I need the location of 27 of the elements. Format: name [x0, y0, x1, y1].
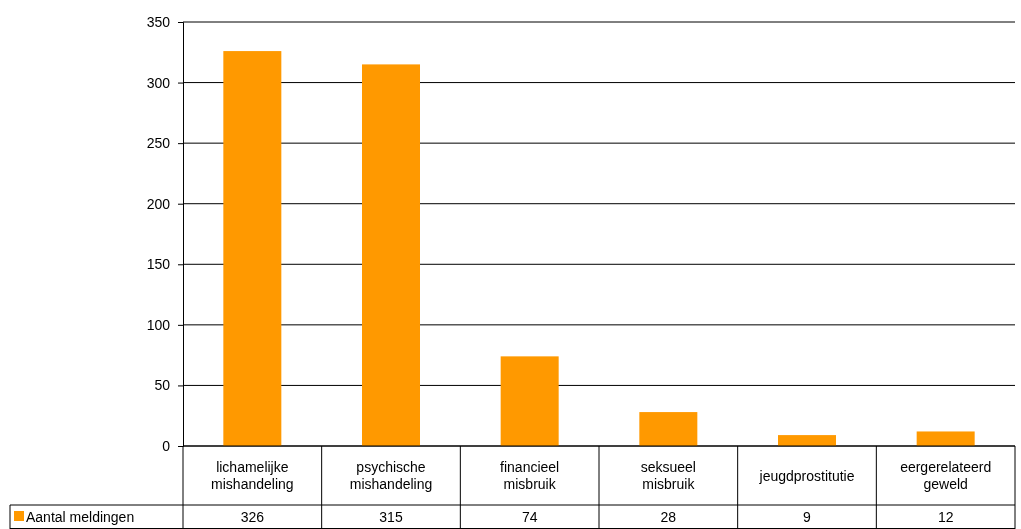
y-tick-label: 200	[146, 195, 171, 212]
data-label: 28	[660, 509, 677, 525]
y-tick-label: 100	[146, 316, 171, 333]
y-tick-label: 150	[146, 256, 171, 273]
y-tick-label: 0	[162, 437, 171, 454]
data-label: 74	[521, 509, 538, 525]
x-tick-label: financieel misbruik	[500, 459, 560, 492]
x-tick-label: eergerelateerd geweld	[900, 459, 992, 492]
x-tick-label: psychische mishandeling	[349, 459, 433, 492]
data-label: 326	[240, 509, 265, 525]
x-tick-label: lichamelijke mishandeling	[211, 459, 294, 492]
bar	[639, 412, 698, 446]
y-tick-label: 300	[146, 74, 171, 91]
bar	[916, 431, 975, 446]
x-tick-label: seksueel misbruik	[640, 459, 696, 492]
y-tick-label: 350	[146, 13, 171, 30]
data-label: 12	[937, 509, 954, 525]
x-tick-label: jeugdprostitutie	[758, 467, 855, 484]
bar	[500, 356, 559, 446]
data-label: 315	[379, 509, 403, 525]
y-tick-label: 250	[146, 135, 171, 152]
bar	[778, 435, 836, 446]
bar	[362, 64, 420, 446]
legend-label: Aantal meldingen	[26, 509, 135, 525]
bar	[223, 51, 282, 446]
data-label: 9	[803, 509, 812, 525]
y-tick-label: 50	[154, 377, 171, 394]
